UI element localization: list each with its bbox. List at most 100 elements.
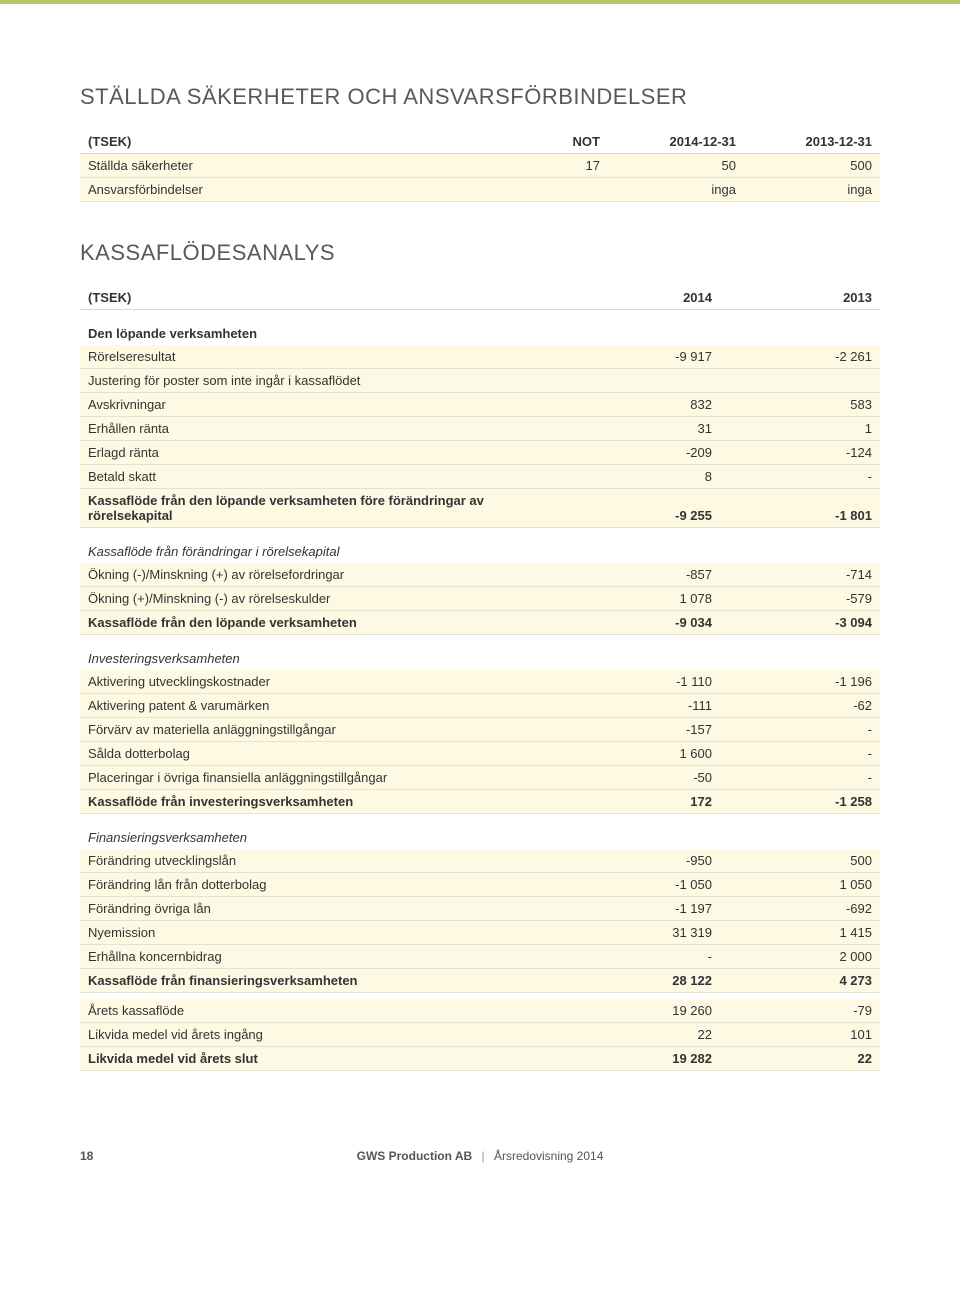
cell-v2: -2 261 <box>720 345 880 369</box>
table-row: Erlagd ränta-209-124 <box>80 441 880 465</box>
section-subheader-row: Investeringsverksamheten <box>80 635 880 671</box>
cell-label: Avskrivningar <box>80 393 560 417</box>
cell-v2: 22 <box>720 1047 880 1071</box>
cell-v2: - <box>720 718 880 742</box>
table-row: Ansvarsförbindelseringainga <box>80 178 880 202</box>
table-cashflow: (TSEK) 2014 2013 Den löpande verksamhete… <box>80 284 880 1071</box>
cell-v2: -124 <box>720 441 880 465</box>
cell-label: Nyemission <box>80 921 560 945</box>
section2-title: KASSAFLÖDESANALYS <box>80 240 880 266</box>
table-row: Ökning (-)/Minskning (+) av rörelsefordr… <box>80 563 880 587</box>
col-unit: (TSEK) <box>80 284 560 310</box>
table-row: Nyemission31 3191 415 <box>80 921 880 945</box>
table-row: Placeringar i övriga finansiella anläggn… <box>80 766 880 790</box>
cell-v2: -79 <box>720 999 880 1023</box>
subtotal-row: Kassaflöde från den löpande verksamheten… <box>80 611 880 635</box>
cell-v2: 4 273 <box>720 969 880 993</box>
table-row: Aktivering patent & varumärken-111-62 <box>80 694 880 718</box>
cell-label: Kassaflöde från den löpande verksamheten… <box>80 489 560 528</box>
cell-v2: 1 415 <box>720 921 880 945</box>
footer-company: GWS Production AB <box>357 1149 473 1163</box>
cell-v1: -857 <box>560 563 720 587</box>
table-row: Förändring övriga lån-1 197-692 <box>80 897 880 921</box>
cell-label: Förändring lån från dotterbolag <box>80 873 560 897</box>
subtotal-row: Kassaflöde från finansieringsverksamhete… <box>80 969 880 993</box>
cell-v2: 1 <box>720 417 880 441</box>
footer-sep: | <box>482 1149 485 1163</box>
cell-v1: 31 319 <box>560 921 720 945</box>
col-y1: 2014 <box>560 284 720 310</box>
table-securities: (TSEK) NOT 2014-12-31 2013-12-31 Ställda… <box>80 128 880 202</box>
cell-label: Förändring utvecklingslån <box>80 849 560 873</box>
cell-v1: -9 034 <box>560 611 720 635</box>
col-y2: 2013 <box>720 284 880 310</box>
cell-v2 <box>720 369 880 393</box>
cell-label: Förändring övriga lån <box>80 897 560 921</box>
footer-doc: Årsredovisning 2014 <box>494 1149 603 1163</box>
cell-v1: -9 255 <box>560 489 720 528</box>
cell-v2: -579 <box>720 587 880 611</box>
cell-label: Likvida medel vid årets ingång <box>80 1023 560 1047</box>
cell-v1: - <box>560 945 720 969</box>
cell-v2: - <box>720 465 880 489</box>
cell-v2: - <box>720 742 880 766</box>
section-subheader-row: Kassaflöde från förändringar i rörelseka… <box>80 528 880 564</box>
col-unit: (TSEK) <box>80 128 528 154</box>
cell-not <box>528 178 608 202</box>
cell-v1: -209 <box>560 441 720 465</box>
cell-label: Likvida medel vid årets slut <box>80 1047 560 1071</box>
cell-label: Erhållna koncernbidrag <box>80 945 560 969</box>
cell-label: Erlagd ränta <box>80 441 560 465</box>
cell-v1: 28 122 <box>560 969 720 993</box>
table-row: Förvärv av materiella anläggningstillgån… <box>80 718 880 742</box>
cell-v2: 500 <box>720 849 880 873</box>
cell-label: Kassaflöde från finansieringsverksamhete… <box>80 969 560 993</box>
cell-v1: -950 <box>560 849 720 873</box>
table-row: Betald skatt8- <box>80 465 880 489</box>
section-subheader-label: Kassaflöde från förändringar i rörelseka… <box>80 528 880 564</box>
page-content: STÄLLDA SÄKERHETER OCH ANSVARSFÖRBINDELS… <box>0 4 960 1149</box>
cell-v2: 101 <box>720 1023 880 1047</box>
table-header-row: (TSEK) 2014 2013 <box>80 284 880 310</box>
cell-v2: - <box>720 766 880 790</box>
cell-v1: -1 197 <box>560 897 720 921</box>
cell-v2: -3 094 <box>720 611 880 635</box>
section-header-label: Den löpande verksamheten <box>80 310 880 346</box>
cell-v2: -1 258 <box>720 790 880 814</box>
cell-v1: 8 <box>560 465 720 489</box>
cell-v1: -157 <box>560 718 720 742</box>
cell-label: Ställda säkerheter <box>80 154 528 178</box>
cell-label: Betald skatt <box>80 465 560 489</box>
cell-label: Ansvarsförbindelser <box>80 178 528 202</box>
cell-v1: -1 110 <box>560 670 720 694</box>
cell-v2: -714 <box>720 563 880 587</box>
cell-v1: 19 282 <box>560 1047 720 1071</box>
table-row: Förändring lån från dotterbolag-1 0501 0… <box>80 873 880 897</box>
section-header-row: Den löpande verksamheten <box>80 310 880 346</box>
table-row: Avskrivningar832583 <box>80 393 880 417</box>
table-row: Erhållen ränta311 <box>80 417 880 441</box>
cell-label: Aktivering patent & varumärken <box>80 694 560 718</box>
cell-v1: -1 050 <box>560 873 720 897</box>
cell-label: Rörelseresultat <box>80 345 560 369</box>
section1-title: STÄLLDA SÄKERHETER OCH ANSVARSFÖRBINDELS… <box>80 84 880 110</box>
section-subheader-label: Finansieringsverksamheten <box>80 814 880 850</box>
table-row: Ökning (+)/Minskning (-) av rörelseskuld… <box>80 587 880 611</box>
cell-label: Ökning (+)/Minskning (-) av rörelseskuld… <box>80 587 560 611</box>
table-row: Sålda dotterbolag1 600- <box>80 742 880 766</box>
cell-v2: -692 <box>720 897 880 921</box>
cell-v2: 500 <box>744 154 880 178</box>
cell-label: Förvärv av materiella anläggningstillgån… <box>80 718 560 742</box>
cell-label: Aktivering utvecklingskostnader <box>80 670 560 694</box>
table-header-row: (TSEK) NOT 2014-12-31 2013-12-31 <box>80 128 880 154</box>
page-footer: 18 GWS Production AB | Årsredovisning 20… <box>0 1149 960 1193</box>
subtotal-row: Likvida medel vid årets slut19 28222 <box>80 1047 880 1071</box>
cell-v2: 2 000 <box>720 945 880 969</box>
table-row: Erhållna koncernbidrag-2 000 <box>80 945 880 969</box>
table-row: Aktivering utvecklingskostnader-1 110-1 … <box>80 670 880 694</box>
subtotal-row: Kassaflöde från den löpande verksamheten… <box>80 489 880 528</box>
cell-label: Ökning (-)/Minskning (+) av rörelsefordr… <box>80 563 560 587</box>
cell-not: 17 <box>528 154 608 178</box>
cell-v1: 1 078 <box>560 587 720 611</box>
subtotal-row: Kassaflöde från investeringsverksamheten… <box>80 790 880 814</box>
